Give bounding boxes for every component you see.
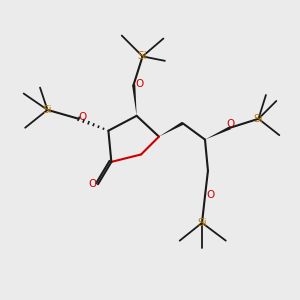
Text: Si: Si (254, 114, 263, 124)
Text: O: O (88, 179, 96, 189)
Text: Si: Si (43, 105, 52, 115)
Text: Si: Si (197, 218, 207, 228)
Text: O: O (207, 190, 215, 200)
Polygon shape (205, 126, 231, 140)
Text: Si: Si (138, 51, 147, 62)
Text: O: O (78, 112, 86, 122)
Polygon shape (132, 85, 136, 116)
Text: O: O (226, 119, 234, 129)
Text: O: O (136, 79, 144, 89)
Polygon shape (159, 122, 184, 136)
